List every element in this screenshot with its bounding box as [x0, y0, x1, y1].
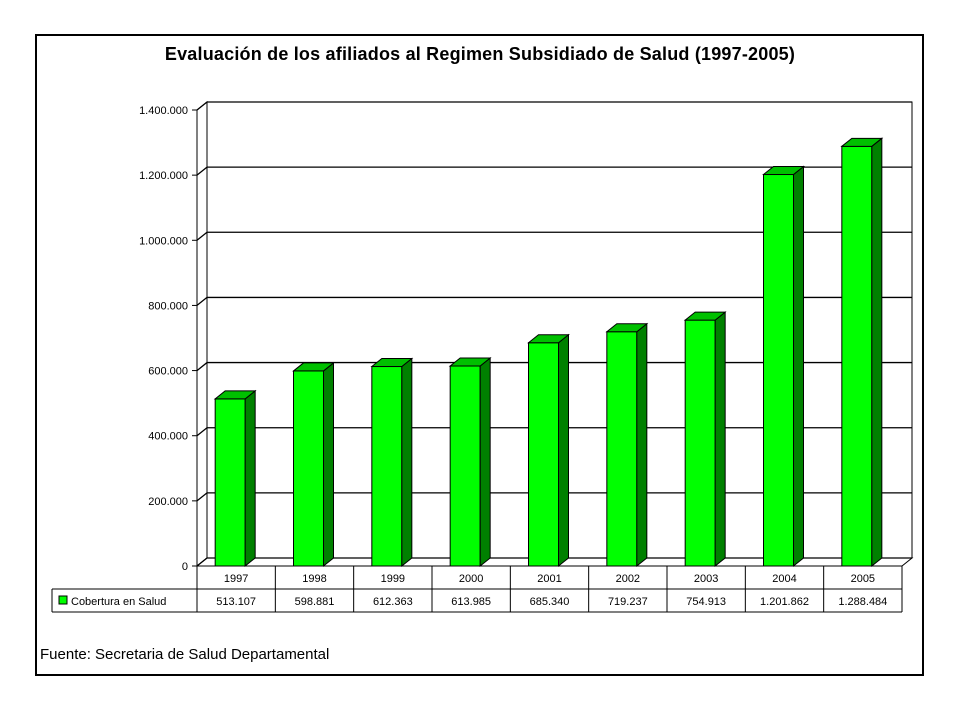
- bar-top: [292, 362, 335, 372]
- data-table-value: 1.288.484: [838, 596, 887, 608]
- bar: [841, 145, 873, 567]
- bar-top: [527, 334, 570, 344]
- bar: [371, 366, 403, 567]
- x-tick-label: 2002: [616, 573, 640, 585]
- bar-side: [558, 333, 569, 568]
- y-tick-label: 1.200.000: [139, 170, 188, 182]
- bar-side: [401, 357, 413, 568]
- bar-top: [840, 137, 884, 147]
- bar-side: [479, 356, 491, 568]
- data-table-value: 719.237: [608, 596, 648, 608]
- source-note: Fuente: Secretaria de Salud Departamenta…: [40, 646, 330, 663]
- legend-label: Cobertura en Salud: [71, 596, 166, 608]
- x-tick-label: 1997: [224, 573, 248, 585]
- gridline: [196, 427, 912, 437]
- y-tick-label: 600.000: [148, 366, 188, 378]
- gridline: [196, 231, 912, 241]
- data-table-value: 685.340: [530, 596, 570, 608]
- data-table-value: 612.363: [373, 596, 413, 608]
- x-tick-label: 2000: [459, 573, 483, 585]
- bar-top: [370, 358, 414, 368]
- chart-frame: [35, 34, 924, 676]
- data-table-value: 598.881: [295, 596, 335, 608]
- bar-top: [448, 357, 492, 367]
- bar-side: [244, 389, 256, 568]
- gridline: [196, 296, 912, 306]
- data-table-value: 613.985: [451, 596, 491, 608]
- gridline: [196, 492, 912, 502]
- bar: [684, 319, 716, 567]
- bar-top: [683, 311, 727, 321]
- x-tick-label: 1999: [381, 573, 405, 585]
- data-table-value: 1.201.862: [760, 596, 809, 608]
- x-tick-label: 2003: [694, 573, 718, 585]
- x-tick-label: 1998: [302, 573, 326, 585]
- bar: [763, 174, 794, 567]
- bar-top: [605, 323, 649, 333]
- y-tick-label: 0: [182, 561, 188, 573]
- x-tick-label: 2004: [772, 573, 796, 585]
- data-table-value: 513.107: [216, 596, 256, 608]
- y-tick-label: 400.000: [148, 431, 188, 443]
- gridline: [196, 557, 912, 567]
- x-tick-label: 2001: [537, 573, 561, 585]
- y-tick-label: 1.000.000: [139, 235, 188, 247]
- bar-side: [871, 137, 883, 568]
- gridline: [196, 361, 912, 372]
- y-tick-label: 1.400.000: [139, 105, 188, 117]
- bar-top: [213, 390, 257, 400]
- bar: [449, 365, 481, 567]
- bar-side: [323, 361, 334, 568]
- y-tick-label: 200.000: [148, 496, 188, 508]
- bar: [214, 398, 246, 567]
- gridline: [196, 166, 912, 176]
- gridline: [196, 101, 912, 111]
- bar-side: [636, 322, 648, 568]
- bar: [293, 370, 324, 567]
- bar-top: [762, 166, 805, 176]
- bar: [528, 342, 559, 567]
- bar-side: [793, 165, 804, 568]
- y-tick-label: 800.000: [148, 300, 188, 312]
- bar: [606, 331, 638, 567]
- data-table-value: 754.913: [686, 596, 726, 608]
- bar-side: [714, 311, 726, 568]
- x-tick-label: 2005: [851, 573, 875, 585]
- legend-swatch: [58, 595, 68, 605]
- chart-title: Evaluación de los afiliados al Regimen S…: [164, 44, 796, 64]
